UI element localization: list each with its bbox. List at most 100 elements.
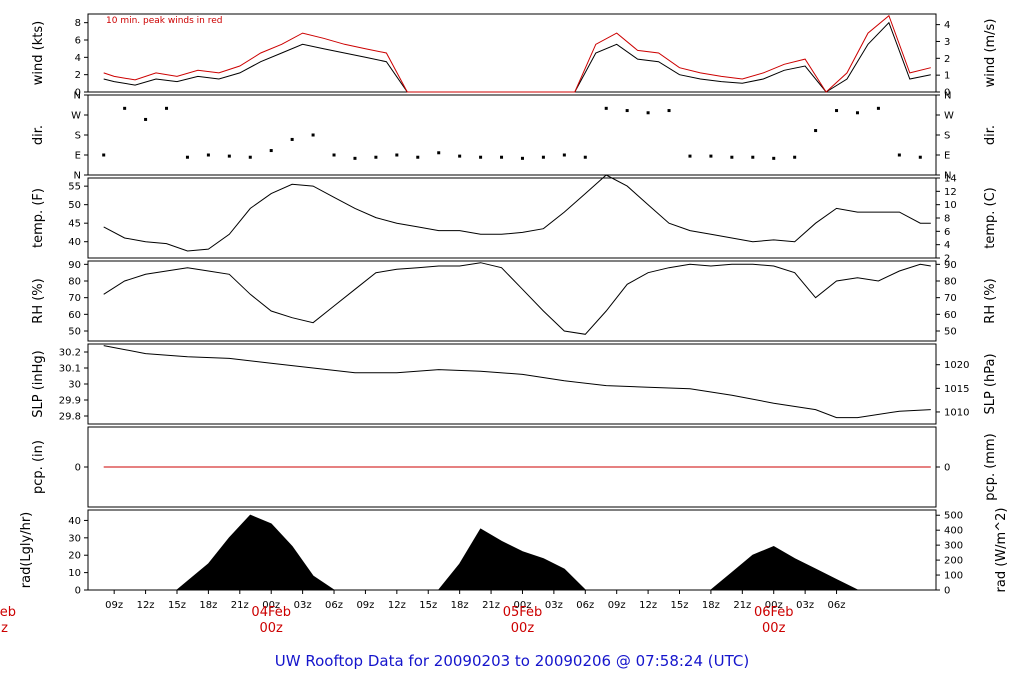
panel-1-annotation: 10 min. peak winds in red: [106, 16, 223, 26]
panel-7-ytick-label: 0: [75, 586, 81, 597]
x-tick-label: 00z: [765, 600, 783, 611]
panel-5-ytick-label-right: 1015: [944, 384, 969, 395]
panel-2-series-1-point: [206, 153, 210, 157]
panel-3-ytick-label: 40: [68, 237, 81, 248]
panel-2-series-1-point: [562, 153, 566, 157]
x-tick-label: 18z: [451, 600, 469, 611]
panel-1-ylabel: wind (kts): [31, 21, 46, 85]
panel-7-ytick-label: 10: [68, 568, 81, 579]
panel-7-ytick-label: 20: [68, 551, 81, 562]
x-tick-label: 03z: [545, 600, 563, 611]
panel-2-ylabel: dir.: [31, 125, 46, 145]
panel-2-frame: [87, 94, 937, 176]
x-tick-label: 09z: [608, 600, 626, 611]
panel-2-ytick-label: N: [74, 171, 81, 182]
panel-6-ylabel-right: pcp. (mm): [983, 433, 998, 500]
x-tick-label: 21z: [482, 600, 500, 611]
x-tick-label: 09z: [356, 600, 374, 611]
panel-2-series-1-point: [144, 117, 148, 121]
panel-2-ytick-label: S: [75, 131, 81, 142]
panel-7-ytick-label: 30: [68, 533, 81, 544]
panel-7-ylabel-right: rad (W/m^2): [994, 508, 1009, 593]
x-tick-label: 12z: [137, 600, 155, 611]
x-day-label: eb: [0, 605, 16, 620]
x-day-hour-label: 00z: [260, 621, 284, 636]
panel-1-ytick-label: 6: [75, 36, 81, 47]
panel-3-ytick-label: 50: [68, 200, 81, 211]
panel-2-series-1-point: [437, 151, 441, 155]
panel-5-ylabel: SLP (inHg): [31, 350, 46, 418]
x-tick-label: 21z: [231, 600, 249, 611]
panel-3-ytick-label-right: 2: [944, 254, 950, 265]
panel-2-series-1-point: [604, 106, 608, 110]
panel-2-series-1-point: [269, 149, 273, 153]
panel-3-series-1-line: [103, 174, 931, 252]
panel-2-series-1-point: [855, 111, 859, 115]
panel-2-ylabel-right: dir.: [983, 125, 998, 145]
x-tick-label: 15z: [671, 600, 689, 611]
x-tick-label: 21z: [733, 600, 751, 611]
panel-7-ytick-label-right: 500: [944, 511, 963, 522]
panel-2-series-1-point: [395, 153, 399, 157]
panel-2-series-1-point: [646, 111, 650, 115]
panel-2-series-1-point: [688, 154, 692, 158]
panel-4-ylabel-right: RH (%): [983, 278, 998, 323]
panel-5-frame: [87, 343, 937, 425]
panel-3-ylabel-right: temp. (C): [983, 187, 998, 249]
panel-5-ytick-label: 29.9: [59, 396, 81, 407]
panel-4-ytick-label: 90: [68, 260, 81, 271]
panel-2-series-1-point: [311, 133, 315, 137]
panel-4-ytick-label: 60: [68, 310, 81, 321]
panel-2-ytick-label-right: S: [944, 131, 950, 142]
panel-2-ytick-label: N: [74, 91, 81, 102]
panel-7-series-1-area: [176, 514, 858, 591]
x-day-hour-label: 00z: [511, 621, 535, 636]
panel-1-ytick-label-right: 3: [944, 37, 950, 48]
panel-3-ytick-label-right: 4: [944, 240, 950, 251]
x-tick-label: 12z: [388, 600, 406, 611]
panel-6-ylabel: pcp. (in): [31, 440, 46, 494]
panel-4-ytick-label-right: 80: [944, 277, 957, 288]
panel-1-ytick-label: 8: [75, 18, 81, 29]
x-tick-label: 09z: [105, 600, 123, 611]
panel-2-series-1-point: [918, 155, 922, 159]
panel-4-ytick-label-right: 90: [944, 260, 957, 271]
panel-2-series-1-point: [102, 153, 106, 157]
panel-2-series-1-point: [625, 109, 629, 113]
panel-2-series-1-point: [751, 155, 755, 159]
panel-4-ytick-label: 80: [68, 277, 81, 288]
panel-2-ytick-label-right: E: [944, 151, 950, 162]
panel-5-ytick-label-right: 1010: [944, 407, 969, 418]
x-tick-label: 12z: [639, 600, 657, 611]
panel-2-ytick-label-right: N: [944, 171, 951, 182]
x-day-label: 04Feb: [251, 605, 291, 620]
panel-4-ytick-label-right: 50: [944, 327, 957, 338]
x-day-label: 06Feb: [754, 605, 794, 620]
x-tick-label: 15z: [419, 600, 437, 611]
x-tick-label: 00z: [262, 600, 280, 611]
panel-7-ytick-label-right: 100: [944, 571, 963, 582]
x-tick-label: 06z: [828, 600, 846, 611]
panel-2-ytick-label-right: N: [944, 91, 951, 102]
panel-7-ytick-label-right: 0: [944, 586, 950, 597]
panel-2-series-1-point: [520, 156, 524, 160]
x-tick-label: 03z: [796, 600, 814, 611]
x-tick-label: 06z: [576, 600, 594, 611]
panel-7-ylabel: rad(Lgly/hr): [19, 512, 34, 588]
panel-2-series-1-point: [835, 109, 839, 113]
panel-4-frame: [87, 260, 937, 342]
panel-2-ytick-label: E: [75, 151, 81, 162]
panel-2-series-1-point: [185, 155, 189, 159]
panel-3-ylabel: temp. (F): [31, 188, 46, 248]
panel-3-ytick-label-right: 12: [944, 187, 957, 198]
panel-2-series-1-point: [730, 155, 734, 159]
panel-6-ytick-label: 0: [75, 463, 81, 474]
panel-1-ytick-label-right: 1: [944, 71, 950, 82]
panel-1-ylabel-right: wind (m/s): [983, 19, 998, 88]
panel-2-series-1-point: [353, 156, 357, 160]
panel-4-series-1-line: [103, 262, 931, 335]
panel-1-series-2-line: [103, 14, 931, 93]
panel-4-ytick-label: 70: [68, 293, 81, 304]
panel-4-ytick-label: 50: [68, 327, 81, 338]
